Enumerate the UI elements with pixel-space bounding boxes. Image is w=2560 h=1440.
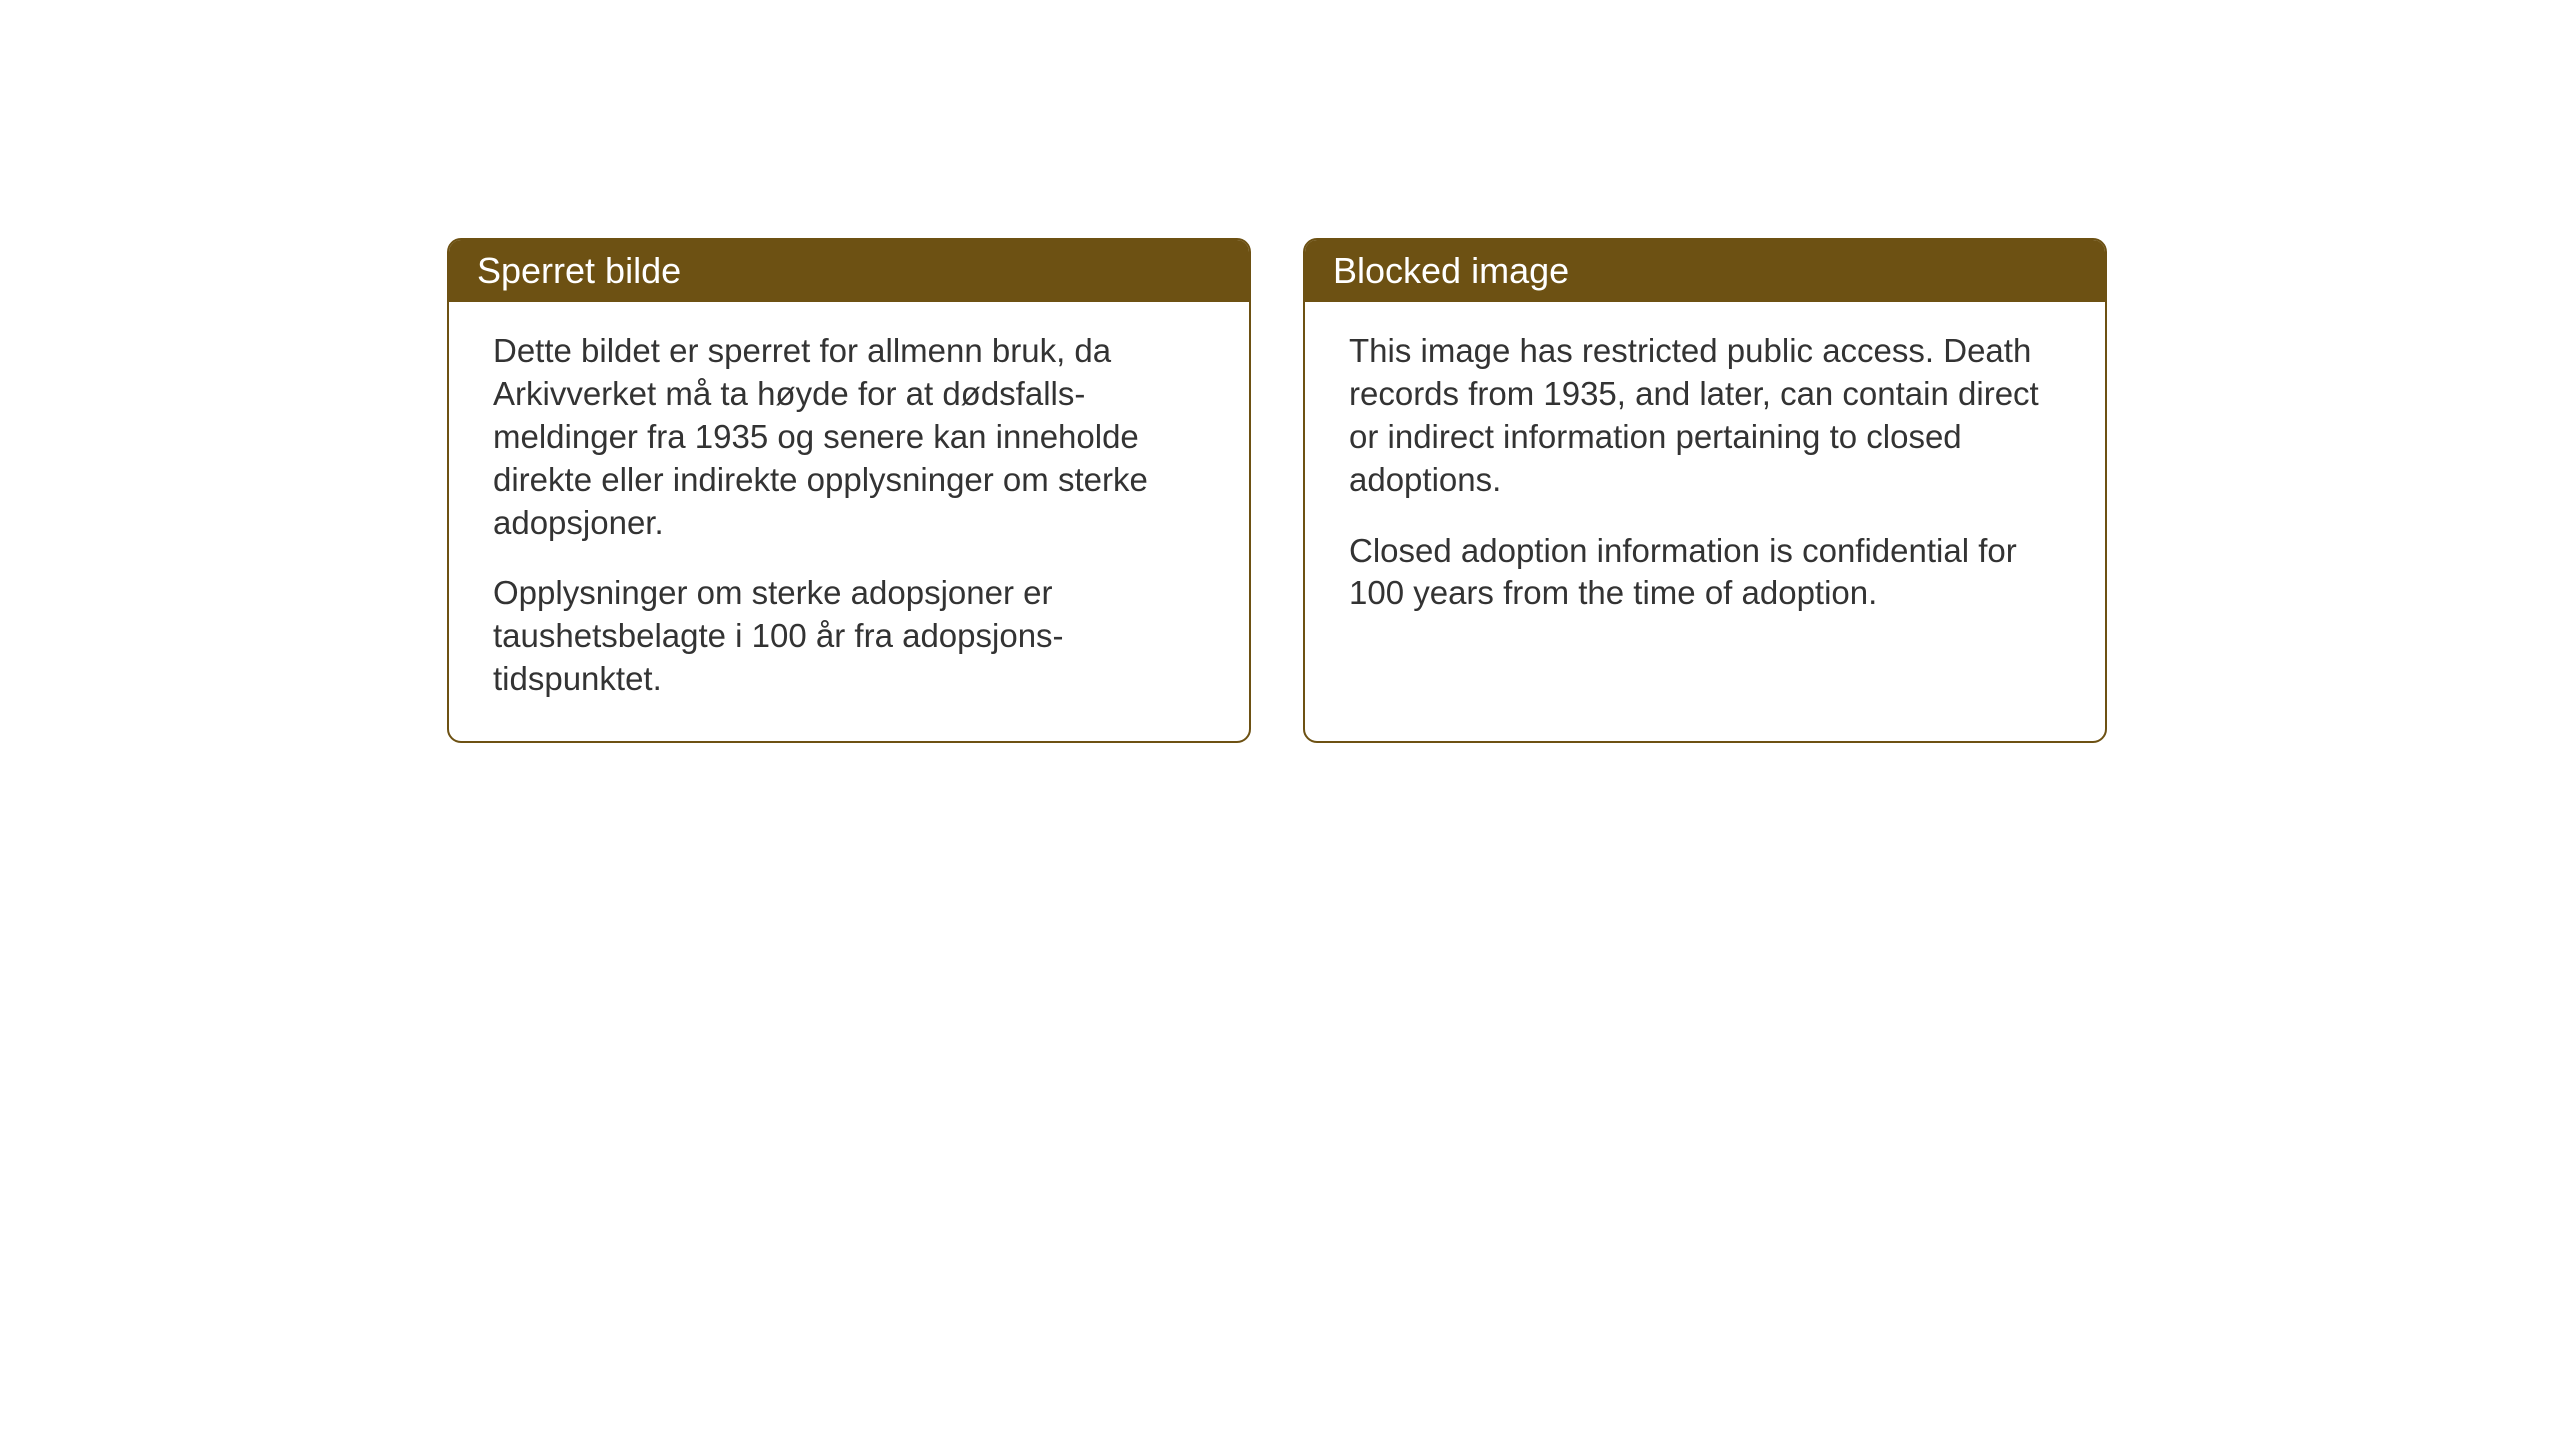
norwegian-paragraph-1: Dette bildet er sperret for allmenn bruk… [493, 330, 1205, 544]
cards-container: Sperret bilde Dette bildet er sperret fo… [0, 0, 2560, 743]
norwegian-card: Sperret bilde Dette bildet er sperret fo… [447, 238, 1251, 743]
norwegian-card-body: Dette bildet er sperret for allmenn bruk… [449, 302, 1249, 741]
norwegian-card-title: Sperret bilde [477, 250, 681, 291]
norwegian-paragraph-2: Opplysninger om sterke adopsjoner er tau… [493, 572, 1205, 701]
norwegian-card-header: Sperret bilde [449, 240, 1249, 302]
english-card-title: Blocked image [1333, 250, 1569, 291]
english-card-header: Blocked image [1305, 240, 2105, 302]
english-paragraph-1: This image has restricted public access.… [1349, 330, 2061, 502]
english-card: Blocked image This image has restricted … [1303, 238, 2107, 743]
english-card-body: This image has restricted public access.… [1305, 302, 2105, 655]
english-paragraph-2: Closed adoption information is confident… [1349, 530, 2061, 616]
